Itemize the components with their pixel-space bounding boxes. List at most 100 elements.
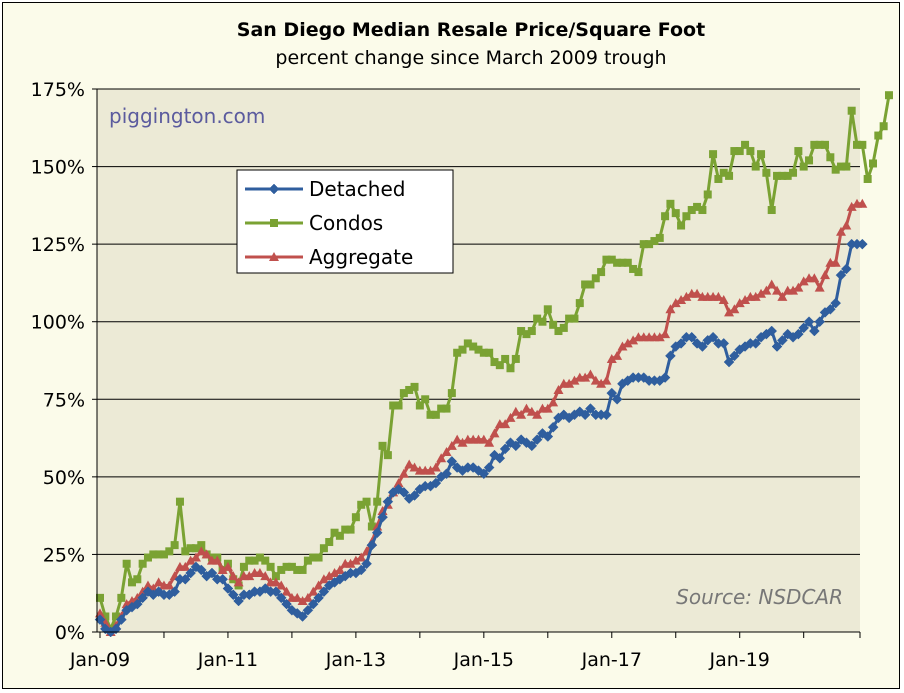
condos-point (858, 140, 867, 149)
condos-point (517, 327, 526, 336)
condos-point (442, 404, 451, 413)
condos-point (335, 531, 344, 540)
condos-point (597, 268, 606, 277)
condos-point (677, 221, 686, 230)
condos-point (111, 612, 120, 621)
detached-point (718, 338, 730, 349)
condos-point (618, 258, 627, 267)
aggregate-point (670, 298, 681, 308)
aggregate-point (809, 273, 820, 283)
condos-point (522, 330, 531, 339)
detached-point (115, 614, 127, 625)
detached-point (409, 490, 420, 501)
aggregate-point (281, 586, 292, 596)
condos-point (511, 354, 520, 363)
detached-point (494, 452, 506, 464)
detached-point (318, 586, 330, 598)
detached-point (441, 468, 452, 480)
aggregate-point (153, 577, 164, 587)
condos-point (789, 168, 798, 177)
aggregate-point (244, 571, 255, 581)
legend-aggregate-marker (269, 252, 279, 261)
condos-point (271, 572, 280, 581)
aggregate-point (505, 412, 516, 422)
condos-point (138, 559, 147, 568)
aggregate-point (841, 220, 852, 230)
condos-point (437, 404, 446, 413)
aggregate-point (270, 577, 281, 587)
legend-item-condos: Condos (245, 211, 383, 235)
detached-point (297, 611, 308, 622)
condos-point (799, 162, 808, 171)
condos-point (351, 513, 360, 522)
condos-point (479, 348, 488, 357)
detached-point (707, 331, 719, 343)
condos-point (421, 395, 430, 404)
condos-point (671, 209, 680, 218)
condos-point (842, 162, 851, 171)
aggregate-point (345, 558, 356, 568)
detached-point (665, 350, 676, 362)
aggregate-point (260, 571, 271, 581)
aggregate-point (212, 555, 223, 565)
detached-point (803, 316, 815, 328)
detached-point (659, 372, 671, 383)
condos-point (639, 240, 648, 249)
aggregate-point (441, 447, 452, 457)
y-tick-label: 150% (31, 157, 85, 179)
aggregate-point (766, 279, 777, 289)
condos-point (362, 497, 371, 506)
detached-point (371, 527, 383, 539)
aggregate-point (425, 465, 436, 475)
detached-point (814, 316, 826, 328)
detached-point (835, 269, 847, 281)
aggregate-point (190, 552, 201, 562)
condos-point (778, 171, 787, 180)
condos-point (191, 544, 200, 553)
condos-point (170, 541, 179, 550)
detached-point (499, 443, 511, 455)
detached-point (227, 589, 239, 601)
detached-point (798, 322, 810, 334)
detached-point (382, 496, 394, 508)
condos-point (293, 565, 302, 574)
detached-point (302, 604, 314, 616)
aggregate-point (254, 568, 265, 578)
condos-point (298, 565, 307, 574)
x-tick-label: Jan-15 (453, 649, 514, 671)
detached-point (110, 623, 122, 635)
aggregate-point (318, 574, 329, 584)
condos-point (277, 565, 286, 574)
condos-point (506, 364, 515, 373)
series-layer (94, 91, 893, 638)
condos-point (735, 147, 744, 156)
detached-point (446, 455, 458, 467)
condos-point (847, 106, 856, 115)
aggregate-point (302, 592, 313, 602)
detached-point (398, 487, 410, 498)
aggregate-point (846, 201, 857, 211)
aggregate-point (452, 434, 463, 444)
condos-point (693, 202, 702, 211)
condos-point (303, 556, 312, 565)
aggregate-point (628, 335, 639, 345)
aggregate-point (521, 403, 532, 413)
condos-point (725, 171, 734, 180)
x-tick-label: Jan-13 (325, 649, 386, 671)
detached-point (526, 440, 538, 452)
detached-point (547, 421, 559, 433)
aggregate-point (457, 437, 468, 447)
condos-point (554, 327, 563, 336)
condos-point (159, 550, 168, 559)
aggregate-point (393, 478, 404, 488)
y-tick-label: 125% (31, 234, 85, 256)
condos-point (255, 553, 264, 562)
aggregate-point (569, 375, 580, 385)
condos-point (831, 165, 840, 174)
detached-point (430, 477, 442, 489)
condos-point (101, 612, 110, 621)
aggregate-point (596, 378, 607, 388)
aggregate-point (180, 561, 191, 571)
condos-point (357, 500, 366, 509)
